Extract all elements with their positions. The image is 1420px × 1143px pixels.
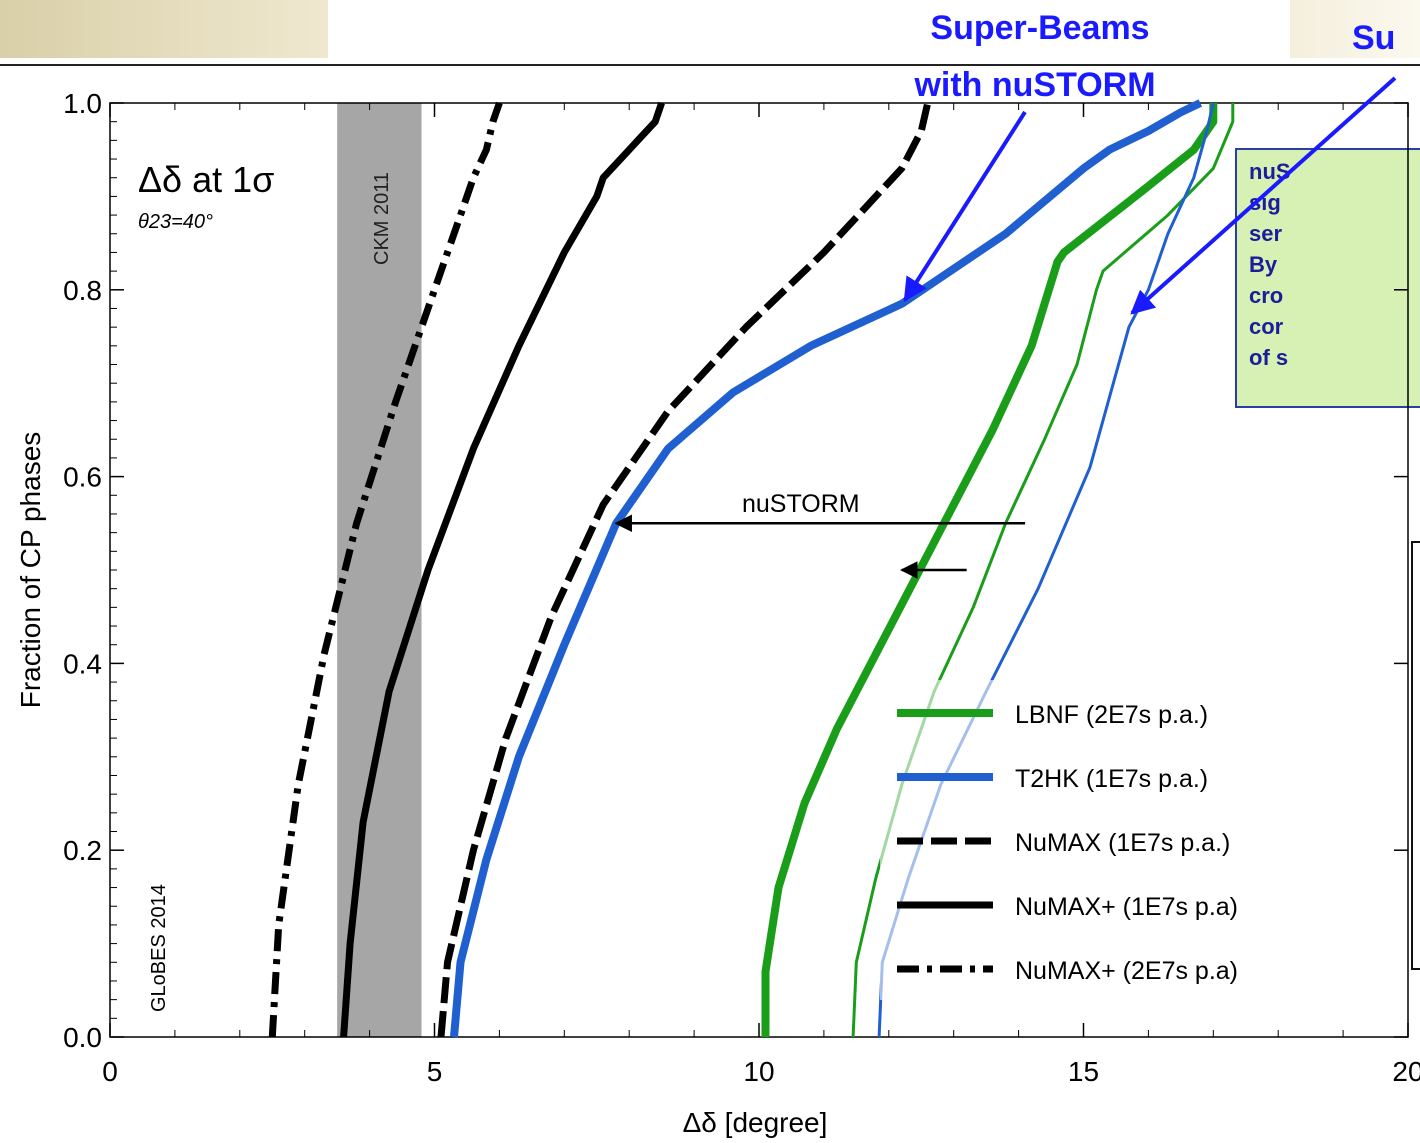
legend-label-1: T2HK (1E7s p.a.) bbox=[1015, 765, 1208, 793]
slide-header-bar bbox=[0, 0, 1420, 66]
nustorm-arrow-label: nuSTORM bbox=[742, 490, 860, 518]
y-tick-label: 1.0 bbox=[63, 88, 102, 119]
legend-label-0: LBNF (2E7s p.a.) bbox=[1015, 701, 1208, 729]
globes-watermark: GLoBES 2014 bbox=[148, 884, 170, 1012]
ckm-band-label: CKM 2011 bbox=[371, 172, 393, 265]
x-tick-label: 15 bbox=[1068, 1056, 1099, 1087]
su-pointer-arrow bbox=[1130, 76, 1397, 315]
side-box bbox=[1411, 541, 1420, 970]
legend-label-3: NuMAX+ (1E7s p.a) bbox=[1015, 893, 1238, 921]
y-tick-label: 0.4 bbox=[63, 648, 102, 679]
note-line: By bbox=[1249, 252, 1278, 277]
series-line-5 bbox=[340, 101, 665, 1038]
y-tick-label: 0.6 bbox=[63, 462, 102, 493]
right-label-fragment: Su bbox=[1352, 19, 1396, 57]
header-gradient-right bbox=[1290, 0, 1420, 58]
y-tick-label: 0.8 bbox=[63, 275, 102, 306]
y-axis-label: Fraction of CP phases bbox=[15, 432, 46, 709]
chart-annotation-main: Δδ at 1σ bbox=[138, 159, 274, 200]
legend-label-4: NuMAX+ (2E7s p.a) bbox=[1015, 957, 1238, 985]
ckm-band bbox=[337, 103, 422, 1037]
note-box: nuS sig ser By cro cor of s bbox=[1235, 148, 1420, 408]
legend-label-2: NuMAX (1E7s p.a.) bbox=[1015, 829, 1230, 857]
series-line-2 bbox=[450, 99, 1203, 1038]
x-tick-label: 20 bbox=[1392, 1056, 1420, 1087]
series-line-4 bbox=[437, 102, 932, 1038]
x-tick-label: 0 bbox=[102, 1056, 118, 1087]
superbeams-label-line2: with nuSTORM bbox=[914, 66, 1156, 104]
series-line-0 bbox=[761, 103, 1218, 1037]
note-line: of s bbox=[1249, 345, 1289, 370]
header-divider bbox=[0, 64, 1420, 66]
x-tick-label: 10 bbox=[743, 1056, 774, 1087]
note-line: cro bbox=[1249, 283, 1284, 308]
y-tick-label: 0.0 bbox=[63, 1022, 102, 1053]
superbeams-pointer-arrow bbox=[903, 110, 1027, 303]
note-line: cor bbox=[1249, 314, 1284, 339]
superbeams-label-line1: Super-Beams bbox=[930, 9, 1150, 47]
x-tick-label: 5 bbox=[427, 1056, 443, 1087]
x-axis-label: Δδ [degree] bbox=[683, 1107, 828, 1138]
header-gradient-left bbox=[0, 0, 328, 58]
note-line: ser bbox=[1249, 221, 1283, 246]
series-line-6 bbox=[268, 101, 503, 1038]
y-tick-label: 0.2 bbox=[63, 835, 102, 866]
chart-annotation-sub: θ23=40° bbox=[138, 211, 213, 233]
